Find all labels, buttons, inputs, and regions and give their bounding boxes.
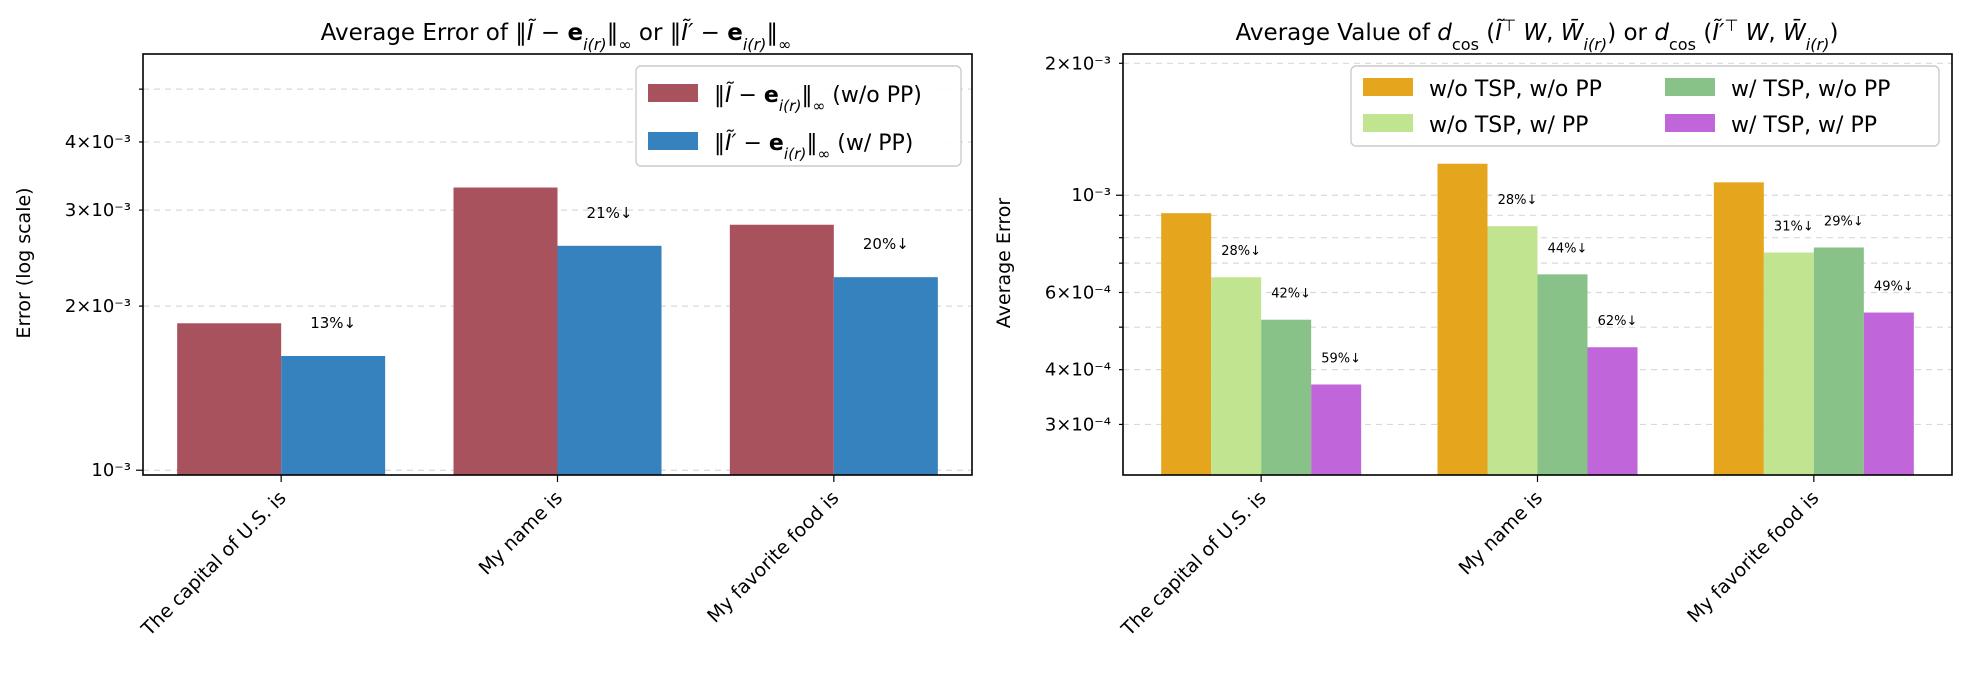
reduction-label: 29%↓ bbox=[1824, 214, 1864, 229]
bar bbox=[1537, 274, 1588, 475]
bar bbox=[1161, 213, 1212, 476]
legend-label: w/o TSP, w/ PP bbox=[1429, 113, 1588, 138]
bar bbox=[1261, 319, 1312, 475]
reduction-label: 20%↓ bbox=[863, 235, 909, 253]
reduction-label: 13%↓ bbox=[310, 314, 356, 332]
legend-label: w/o TSP, w/o PP bbox=[1429, 77, 1602, 102]
bar bbox=[1813, 247, 1864, 475]
y-tick-label: 4×10⁻⁴ bbox=[1045, 360, 1111, 381]
bar bbox=[453, 187, 558, 475]
reduction-label: 28%↓ bbox=[1221, 244, 1261, 259]
reduction-label: 49%↓ bbox=[1874, 280, 1914, 295]
reduction-label: 62%↓ bbox=[1598, 314, 1638, 329]
bar bbox=[1487, 226, 1538, 475]
chart-right-bars bbox=[1161, 163, 1914, 476]
chart-right-annotations: 28%↓ 42%↓ 59%↓ 28%↓ 44%↓ 62%↓ 31%↓ 29%↓ 49%↓ bbox=[1221, 193, 1913, 366]
chart-left-frame bbox=[142, 53, 973, 476]
bar bbox=[281, 355, 386, 475]
chart-cosine-distance: Average Value of dcos (Ĩ⊤ W, W̄i(r)) or … bbox=[993, 16, 1953, 641]
bar bbox=[1311, 384, 1362, 475]
chart-right-x-ticks: The capital of U.S. is My name is My favor… bbox=[1117, 475, 1823, 641]
bar bbox=[1863, 312, 1914, 475]
legend-swatch bbox=[1665, 78, 1715, 96]
reduction-label: 28%↓ bbox=[1498, 193, 1538, 208]
reduction-label: 21%↓ bbox=[587, 204, 633, 222]
legend-swatch bbox=[1363, 78, 1413, 96]
legend-swatch bbox=[1363, 114, 1413, 132]
reduction-label: 59%↓ bbox=[1321, 351, 1361, 366]
chart-left-bars bbox=[177, 187, 938, 475]
bar bbox=[729, 224, 834, 475]
bar bbox=[1587, 347, 1638, 475]
chart-right-frame bbox=[1122, 53, 1953, 476]
legend-swatch bbox=[1665, 114, 1715, 132]
legend-label-w-pp: ‖Ĩ′ − ei(r)‖∞ (w/ PP) bbox=[714, 129, 913, 163]
reduction-label: 44%↓ bbox=[1548, 241, 1588, 256]
bar bbox=[557, 245, 662, 475]
reduction-label: 42%↓ bbox=[1271, 287, 1311, 302]
x-tick-label: My name is bbox=[1455, 487, 1547, 579]
chart-left-title: Average Error of ‖Ĩ − ei(r)‖∞ or ‖Ĩ′ − e… bbox=[321, 18, 792, 54]
chart-left-x-ticks: The capital of U.S. is My name is My favor… bbox=[137, 475, 843, 641]
bar bbox=[1763, 252, 1814, 475]
bar bbox=[1211, 277, 1262, 475]
y-tick-label: 4×10⁻³ bbox=[65, 132, 131, 153]
chart-left-annotations: 13%↓ 21%↓ 20%↓ bbox=[310, 204, 909, 332]
legend-box bbox=[1350, 65, 1940, 147]
x-tick-label: My favorite food is bbox=[1683, 487, 1823, 627]
chart-right-legend: w/o TSP, w/o PP w/o TSP, w/ PP w/ TSP, w/o… bbox=[1350, 65, 1940, 147]
y-tick-label: 3×10⁻⁴ bbox=[1045, 414, 1111, 435]
chart-left-legend: ‖Ĩ − ei(r)‖∞ (w/o PP) ‖Ĩ′ − ei(r)‖∞ (w/ … bbox=[635, 65, 962, 167]
x-tick-label: The capital of U.S. is bbox=[1117, 487, 1271, 641]
y-tick-label: 10⁻³ bbox=[91, 460, 131, 481]
x-tick-label: My name is bbox=[475, 487, 567, 579]
chart-left-ylabel: Error (log scale) bbox=[13, 187, 35, 338]
chart-left-y-ticks: 10⁻³ 2×10⁻³ 3×10⁻³ 4×10⁻³ bbox=[65, 88, 143, 481]
y-tick-label: 2×10⁻³ bbox=[1045, 53, 1111, 74]
reduction-label: 31%↓ bbox=[1774, 220, 1814, 235]
legend-swatch-wo-pp bbox=[648, 84, 698, 102]
legend-box bbox=[635, 65, 962, 167]
y-tick-label: 10⁻³ bbox=[1071, 185, 1111, 206]
chart-error-norm: Average Error of ‖Ĩ − ei(r)‖∞ or ‖Ĩ′ − e… bbox=[13, 18, 973, 641]
y-tick-label: 3×10⁻³ bbox=[65, 200, 131, 221]
chart-right-title: Average Value of dcos (Ĩ⊤ W, W̄i(r)) or … bbox=[1236, 16, 1839, 54]
x-tick-label: My favorite food is bbox=[703, 487, 843, 627]
legend-label: w/ TSP, w/o PP bbox=[1731, 77, 1890, 102]
bar bbox=[1713, 182, 1764, 476]
chart-right-y-ticks: 3×10⁻⁴ 4×10⁻⁴ 6×10⁻⁴ 10⁻³ 2×10⁻³ bbox=[1045, 53, 1123, 435]
x-tick-label: The capital of U.S. is bbox=[137, 487, 291, 641]
bar bbox=[1437, 163, 1488, 475]
y-tick-label: 6×10⁻⁴ bbox=[1045, 282, 1111, 303]
chart-right-ylabel: Average Error bbox=[993, 198, 1015, 329]
bar bbox=[177, 323, 282, 475]
y-tick-label: 2×10⁻³ bbox=[65, 296, 131, 317]
legend-label-wo-pp: ‖Ĩ − ei(r)‖∞ (w/o PP) bbox=[714, 81, 922, 115]
bar bbox=[833, 277, 938, 475]
legend-label: w/ TSP, w/ PP bbox=[1731, 113, 1877, 138]
legend-swatch-w-pp bbox=[648, 132, 698, 150]
